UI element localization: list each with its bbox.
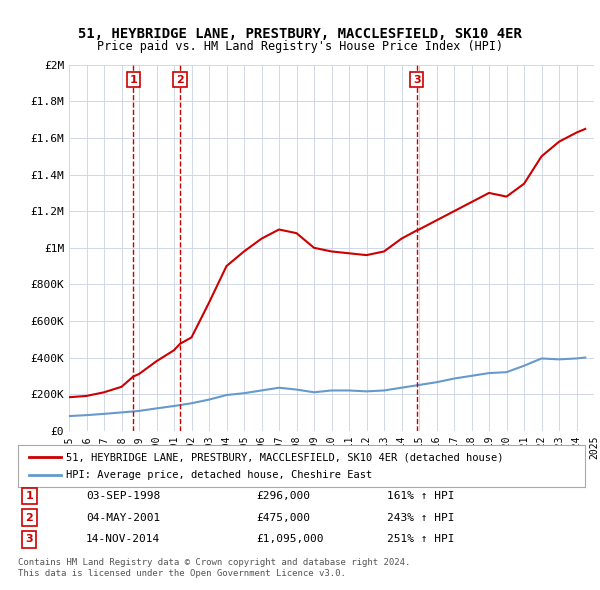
Text: Contains HM Land Registry data © Crown copyright and database right 2024.: Contains HM Land Registry data © Crown c… [18,558,410,566]
Text: £475,000: £475,000 [256,513,310,523]
Text: 14-NOV-2014: 14-NOV-2014 [86,535,160,545]
Text: HPI: Average price, detached house, Cheshire East: HPI: Average price, detached house, Ches… [66,470,373,480]
Text: 1: 1 [25,491,33,501]
Text: Price paid vs. HM Land Registry's House Price Index (HPI): Price paid vs. HM Land Registry's House … [97,40,503,53]
Text: £296,000: £296,000 [256,491,310,501]
Text: 251% ↑ HPI: 251% ↑ HPI [386,535,454,545]
Text: 2: 2 [176,74,184,84]
Text: 03-SEP-1998: 03-SEP-1998 [86,491,160,501]
Text: 2: 2 [25,513,33,523]
Text: 1: 1 [130,74,137,84]
Text: 51, HEYBRIDGE LANE, PRESTBURY, MACCLESFIELD, SK10 4ER: 51, HEYBRIDGE LANE, PRESTBURY, MACCLESFI… [78,27,522,41]
Text: 04-MAY-2001: 04-MAY-2001 [86,513,160,523]
Text: 51, HEYBRIDGE LANE, PRESTBURY, MACCLESFIELD, SK10 4ER (detached house): 51, HEYBRIDGE LANE, PRESTBURY, MACCLESFI… [66,452,503,462]
Text: This data is licensed under the Open Government Licence v3.0.: This data is licensed under the Open Gov… [18,569,346,578]
Text: £1,095,000: £1,095,000 [256,535,323,545]
Text: 3: 3 [413,74,421,84]
Text: 3: 3 [26,535,33,545]
Text: 243% ↑ HPI: 243% ↑ HPI [386,513,454,523]
Text: 161% ↑ HPI: 161% ↑ HPI [386,491,454,501]
